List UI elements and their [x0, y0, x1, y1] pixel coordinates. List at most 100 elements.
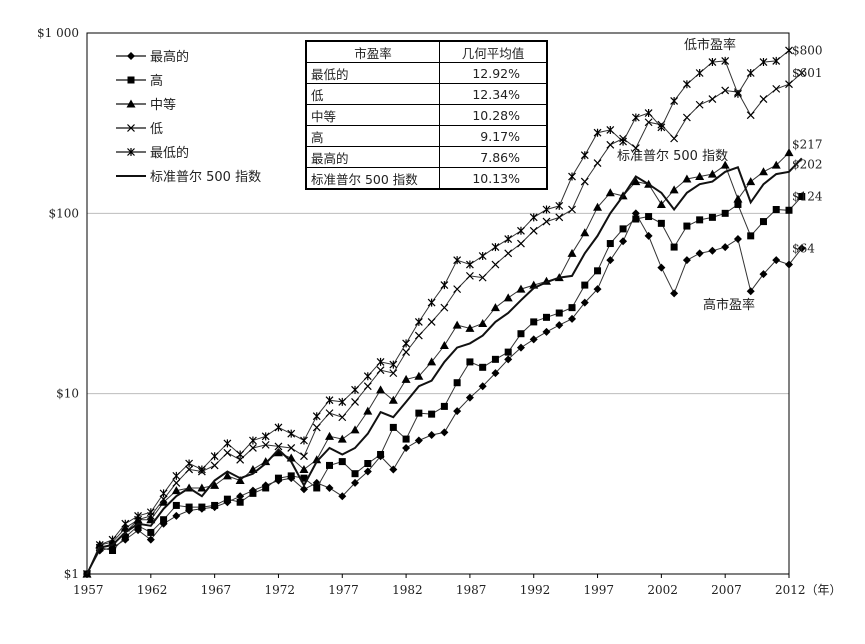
x-tick-label: 1987: [456, 583, 487, 597]
data-point: [210, 461, 219, 470]
series-1: [83, 192, 806, 578]
table-header-geomean: 几何平均值: [439, 40, 548, 63]
table-cell-label: 高: [305, 125, 440, 147]
data-point: [440, 281, 449, 290]
end-label: $64: [792, 241, 815, 255]
data-point: [580, 151, 589, 160]
data-point: [389, 369, 398, 378]
data-point: [529, 335, 538, 344]
data-point: [772, 206, 780, 214]
data-point: [210, 452, 219, 461]
data-point: [696, 216, 704, 224]
data-point: [211, 501, 219, 509]
data-point: [772, 84, 781, 93]
data-point: [593, 159, 602, 167]
data-point: [682, 80, 691, 89]
table-cell-value: 10.28%: [439, 104, 548, 126]
data-point: [785, 80, 793, 89]
data-point: [785, 260, 793, 269]
x-tick-label: 2002: [647, 583, 678, 597]
data-point: [516, 343, 525, 352]
data-point: [402, 339, 411, 348]
data-point: [363, 467, 372, 476]
data-point: [185, 459, 194, 468]
data-point: [491, 369, 500, 378]
data-point: [504, 249, 513, 258]
data-point: [364, 459, 372, 467]
data-point: [759, 218, 767, 226]
table-cell-value: 12.92%: [439, 62, 548, 84]
data-point: [262, 484, 270, 492]
data-point: [300, 436, 308, 445]
data-point: [746, 287, 755, 296]
data-point: [631, 209, 640, 218]
data-point: [325, 409, 334, 418]
annotation-low-pe: 低市盈率: [684, 37, 736, 53]
table-header-pe: 市盈率: [305, 40, 440, 63]
end-label: $124: [792, 189, 823, 203]
data-point: [299, 485, 308, 494]
data-point: [147, 528, 155, 536]
data-point: [453, 285, 462, 294]
data-point: [478, 251, 487, 260]
data-point: [440, 402, 448, 410]
data-point: [415, 409, 423, 417]
x-tick-label: 1957: [73, 583, 104, 597]
y-tick-label: $1 000: [37, 26, 79, 40]
data-point: [772, 56, 781, 65]
data-point: [721, 86, 730, 95]
annotation-sp500: 标准普尔 500 指数: [617, 149, 728, 164]
data-point: [172, 471, 181, 480]
data-point: [555, 201, 564, 210]
legend-label: 中等: [150, 97, 176, 113]
data-point: [427, 430, 436, 439]
data-point: [631, 177, 641, 186]
data-point: [223, 495, 231, 503]
data-point: [197, 483, 207, 492]
data-point: [171, 486, 181, 495]
data-point: [127, 124, 135, 132]
data-point: [185, 503, 193, 511]
series-4: [83, 46, 793, 578]
data-point: [273, 448, 283, 457]
data-point: [326, 461, 334, 469]
data-point: [249, 436, 257, 445]
data-point: [222, 471, 232, 480]
data-point: [198, 503, 206, 511]
data-point: [708, 246, 717, 255]
data-point: [127, 52, 135, 60]
x-tick-label: 1962: [137, 583, 168, 597]
data-point: [772, 256, 781, 265]
data-point: [669, 185, 679, 194]
data-point: [134, 511, 142, 520]
data-point: [516, 284, 526, 293]
data-point: [798, 192, 806, 200]
data-point: [440, 303, 449, 312]
legend-item: 最低的: [116, 145, 189, 161]
data-point: [414, 436, 423, 445]
data-point: [440, 428, 449, 437]
data-point: [490, 303, 500, 312]
data-point: [363, 406, 373, 415]
data-point: [644, 118, 653, 127]
data-point: [606, 125, 615, 134]
data-point: [453, 256, 462, 265]
table-cell-label: 最高的: [305, 146, 440, 168]
data-point: [452, 320, 462, 329]
data-point: [109, 546, 117, 554]
data-point: [351, 397, 359, 406]
data-point: [568, 304, 576, 312]
table-row: 低 12.34%: [305, 83, 548, 105]
table-row: 最低的 12.92%: [305, 62, 548, 84]
data-point: [389, 423, 397, 431]
data-point: [223, 439, 232, 448]
table-row: 中等 10.28%: [305, 104, 548, 126]
data-point: [453, 379, 461, 387]
data-point: [363, 372, 372, 381]
data-point: [683, 222, 691, 230]
data-point: [388, 395, 398, 404]
data-point: [568, 205, 576, 214]
data-point: [325, 431, 335, 440]
data-point: [261, 432, 270, 441]
data-point: [478, 273, 487, 282]
